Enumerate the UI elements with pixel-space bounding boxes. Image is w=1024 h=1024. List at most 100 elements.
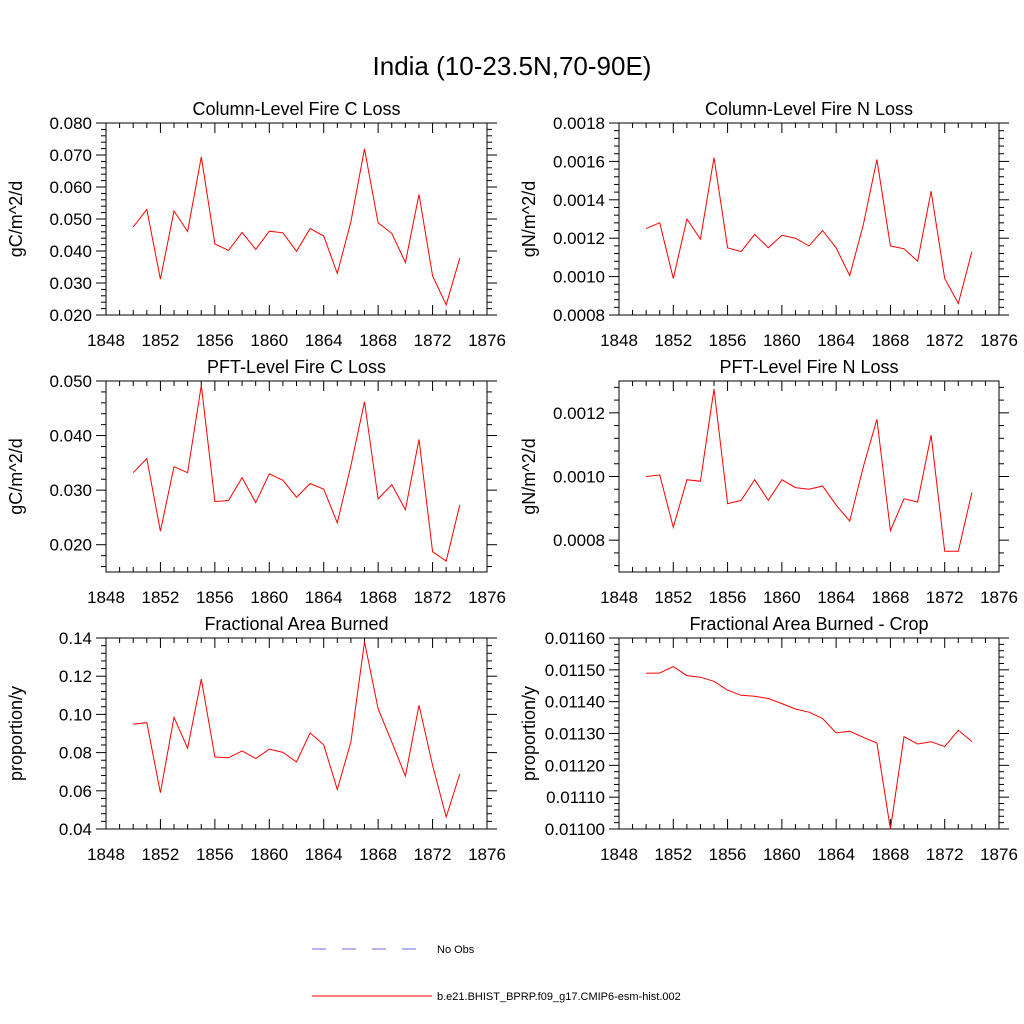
- panel-fractional-area-burned-ytick-label: 0.14: [59, 629, 92, 648]
- panel-fractional-area-burned-ylabel: proportion/y: [6, 686, 26, 781]
- panel-column-level-fire-c-loss-xtick-label: 1856: [196, 331, 234, 350]
- panel-column-level-fire-n-loss-xtick-label: 1852: [654, 331, 692, 350]
- legend-label-no-obs: No Obs: [437, 944, 475, 956]
- panel-fractional-area-burned-crop: Fractional Area Burned - Crop proportion/…: [519, 614, 1018, 864]
- panel-fractional-area-burned-crop-frame: [618, 637, 1000, 830]
- panel-column-level-fire-c-loss-ytick-label: 0.070: [49, 146, 92, 165]
- panel-column-level-fire-n-loss-frame: [618, 122, 1000, 316]
- panel-pft-level-fire-c-loss-xtick-label: 1852: [142, 588, 180, 607]
- panel-pft-level-fire-n-loss: PFT-Level Fire N Loss gN/m^2/d 1848 1852 185…: [519, 357, 1018, 607]
- panel-fractional-area-burned-ytick-label: 0.08: [59, 744, 92, 763]
- panel-column-level-fire-c-loss-ytick-label: 0.050: [49, 210, 92, 229]
- panel-column-level-fire-n-loss-series-line: [645, 157, 973, 305]
- panel-pft-level-fire-c-loss-ytick-label: 0.020: [49, 536, 92, 555]
- panel-column-level-fire-n-loss-ytick-label: 0.0012: [553, 229, 605, 248]
- panel-fractional-area-burned-xtick-label: 1876: [468, 845, 506, 864]
- legend-label-model: b.e21.BHIST_BPRP.f09_g17.CMIP6-esm-hist.…: [437, 991, 681, 1003]
- panel-column-level-fire-n-loss-xtick-label: 1860: [763, 331, 801, 350]
- panel-pft-level-fire-n-loss-xtick-label: 1864: [817, 588, 855, 607]
- panel-column-level-fire-c-loss-ytick-label: 0.020: [49, 306, 92, 325]
- panel-fractional-area-burned-ytick-label: 0.12: [59, 667, 92, 686]
- panel-fractional-area-burned-xtick-label: 1848: [87, 845, 125, 864]
- panel-fractional-area-burned-title: Fractional Area Burned: [204, 614, 388, 634]
- panel-fractional-area-burned-crop-ytick-label: 0.01160: [545, 629, 605, 648]
- panel-pft-level-fire-c-loss-xtick-label: 1872: [414, 588, 452, 607]
- panel-pft-level-fire-n-loss-ytick-label: 0.0008: [553, 531, 605, 550]
- panel-pft-level-fire-c-loss-xtick-label: 1860: [250, 588, 288, 607]
- panel-fractional-area-burned-crop-ytick-label: 0.01140: [545, 693, 605, 712]
- panel-column-level-fire-n-loss-ytick-label: 0.0016: [553, 152, 605, 171]
- panel-column-level-fire-c-loss-frame: [105, 122, 488, 316]
- chart-panels: Column-Level Fire C Loss gC/m^2/d 1848 1852…: [6, 99, 1018, 864]
- panel-pft-level-fire-c-loss-xtick-label: 1868: [359, 588, 397, 607]
- panel-pft-level-fire-n-loss-xtick-label: 1868: [872, 588, 910, 607]
- panel-pft-level-fire-n-loss-xtick-label: 1876: [980, 588, 1018, 607]
- panel-column-level-fire-c-loss-xtick-label: 1876: [468, 331, 506, 350]
- panel-fractional-area-burned-crop-xtick-label: 1876: [980, 845, 1018, 864]
- panel-column-level-fire-n-loss: Column-Level Fire N Loss gN/m^2/d 1848 1852…: [519, 99, 1018, 350]
- panel-fractional-area-burned-crop-series-line: [646, 666, 973, 830]
- figure-title: India (10-23.5N,70-90E): [373, 51, 652, 81]
- panel-column-level-fire-n-loss-xtick-label: 1856: [709, 331, 747, 350]
- panel-fractional-area-burned-crop-xtick-label: 1860: [763, 845, 801, 864]
- panel-column-level-fire-c-loss-ytick-label: 0.060: [49, 178, 92, 197]
- panel-fractional-area-burned-crop-ytick-label: 0.01110: [546, 788, 605, 807]
- panel-pft-level-fire-c-loss-title: PFT-Level Fire C Loss: [207, 357, 386, 377]
- panel-column-level-fire-c-loss-series-line: [132, 148, 461, 307]
- panel-fractional-area-burned-crop-ylabel: proportion/y: [519, 686, 539, 781]
- panel-pft-level-fire-n-loss-frame: [618, 380, 1000, 573]
- panel-pft-level-fire-c-loss-series-line: [132, 385, 461, 562]
- panel-pft-level-fire-c-loss-ytick-label: 0.050: [49, 372, 92, 391]
- panel-pft-level-fire-n-loss-ylabel: gN/m^2/d: [519, 438, 539, 514]
- panel-fractional-area-burned-crop-xtick-label: 1872: [926, 845, 964, 864]
- panel-column-level-fire-c-loss-xtick-label: 1868: [359, 331, 397, 350]
- panel-column-level-fire-n-loss-xtick-label: 1876: [980, 331, 1018, 350]
- panel-fractional-area-burned-xtick-label: 1860: [250, 845, 288, 864]
- panel-fractional-area-burned-xtick-label: 1872: [414, 845, 452, 864]
- panel-pft-level-fire-n-loss-title: PFT-Level Fire N Loss: [719, 357, 898, 377]
- panel-fractional-area-burned-crop-ytick-label: 0.01150: [545, 661, 605, 680]
- panel-pft-level-fire-n-loss-xtick-label: 1848: [600, 588, 638, 607]
- panel-pft-level-fire-c-loss-ytick-label: 0.040: [49, 427, 92, 446]
- panel-fractional-area-burned-crop-ytick-label: 0.01120: [545, 756, 605, 775]
- panel-column-level-fire-c-loss-xtick-label: 1872: [414, 331, 452, 350]
- panel-column-level-fire-n-loss-xtick-label: 1868: [872, 331, 910, 350]
- panel-column-level-fire-n-loss-title: Column-Level Fire N Loss: [705, 99, 913, 119]
- panel-pft-level-fire-c-loss-xtick-label: 1864: [305, 588, 343, 607]
- panel-column-level-fire-c-loss-ytick-label: 0.040: [49, 242, 92, 261]
- panel-column-level-fire-n-loss-xtick-label: 1872: [926, 331, 964, 350]
- panel-pft-level-fire-n-loss-ytick-label: 0.0010: [553, 468, 605, 487]
- panel-column-level-fire-n-loss-xtick-label: 1848: [600, 331, 638, 350]
- panel-fractional-area-burned-crop-ytick-label: 0.01130: [545, 725, 605, 744]
- panel-column-level-fire-c-loss-ytick-label: 0.030: [49, 274, 92, 293]
- panel-pft-level-fire-n-loss-xtick-label: 1852: [654, 588, 692, 607]
- panel-pft-level-fire-c-loss: PFT-Level Fire C Loss gC/m^2/d 1848 1852 185…: [6, 357, 506, 607]
- panel-fractional-area-burned-crop-xtick-label: 1852: [654, 845, 692, 864]
- panel-column-level-fire-n-loss-ylabel: gN/m^2/d: [519, 181, 539, 257]
- panel-fractional-area-burned-crop-xtick-label: 1864: [817, 845, 855, 864]
- panel-fractional-area-burned-xtick-label: 1868: [359, 845, 397, 864]
- panel-pft-level-fire-c-loss-ytick-label: 0.030: [49, 481, 92, 500]
- panel-column-level-fire-c-loss-title: Column-Level Fire C Loss: [192, 99, 400, 119]
- panel-column-level-fire-c-loss-xtick-label: 1848: [87, 331, 125, 350]
- legend: No Obs b.e21.BHIST_BPRP.f09_g17.CMIP6-es…: [312, 944, 681, 1003]
- panel-pft-level-fire-c-loss-ylabel: gC/m^2/d: [6, 438, 26, 514]
- panel-fractional-area-burned-ytick-label: 0.04: [59, 820, 92, 839]
- panel-pft-level-fire-n-loss-xtick-label: 1860: [763, 588, 801, 607]
- panel-fractional-area-burned-xtick-label: 1864: [305, 845, 343, 864]
- panel-column-level-fire-c-loss-ytick-label: 0.080: [49, 114, 92, 133]
- panel-column-level-fire-n-loss-ytick-label: 0.0008: [553, 306, 605, 325]
- panel-pft-level-fire-c-loss-xtick-label: 1856: [196, 588, 234, 607]
- panel-pft-level-fire-c-loss-xtick-label: 1848: [87, 588, 125, 607]
- panel-fractional-area-burned-crop-xtick-label: 1868: [872, 845, 910, 864]
- panel-column-level-fire-c-loss-xtick-label: 1860: [250, 331, 288, 350]
- panel-fractional-area-burned-crop-xtick-label: 1848: [600, 845, 638, 864]
- panel-column-level-fire-n-loss-ytick-label: 0.0010: [553, 268, 605, 287]
- panel-column-level-fire-n-loss-xtick-label: 1864: [817, 331, 855, 350]
- panel-fractional-area-burned-crop-xtick-label: 1856: [709, 845, 747, 864]
- panel-column-level-fire-n-loss-ytick-label: 0.0014: [553, 191, 605, 210]
- panel-fractional-area-burned-ytick-label: 0.10: [59, 705, 92, 724]
- panel-fractional-area-burned-crop-ytick-label: 0.01100: [545, 820, 605, 839]
- panel-fractional-area-burned-crop-title: Fractional Area Burned - Crop: [689, 614, 928, 634]
